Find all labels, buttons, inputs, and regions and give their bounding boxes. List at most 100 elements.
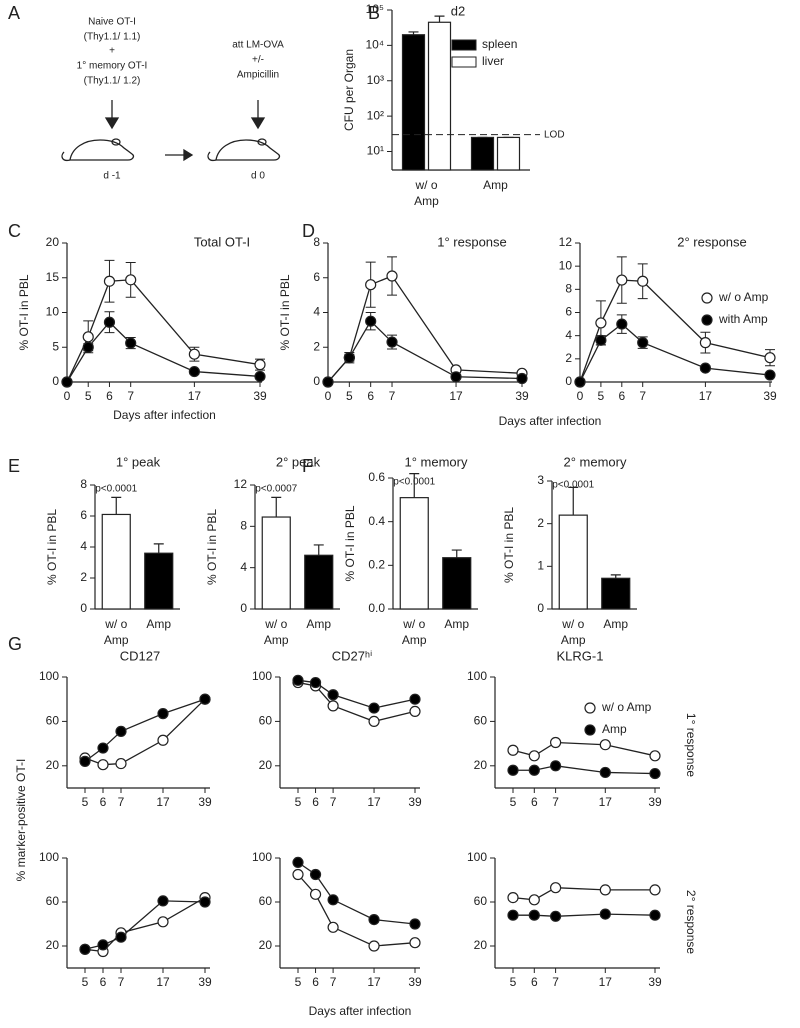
x-tick-label: 0 [325,389,332,403]
x-tick-label: 7 [118,795,125,809]
line [66,321,261,383]
legend-marker [584,724,596,736]
point [649,884,661,896]
x-tick-label: 39 [648,795,662,809]
y-tick-label: 6 [313,270,320,284]
y-tick-label: 10⁴ [365,38,384,52]
chart-title: KLRG-1 [557,648,604,663]
point [450,371,462,383]
diagram-text: Ampicillin [237,70,279,81]
point [368,913,380,926]
chart-title: CD127 [120,648,160,663]
lod-label: LOD [544,129,565,140]
point [79,755,91,767]
x-tick-label: 17 [188,389,202,403]
x-tick-label: 39 [515,389,529,403]
diagram-text: (Thy1.1/ 1.1) [84,32,141,43]
x-tick-label: 5 [346,389,353,403]
line [327,275,523,383]
x-tick-label: 7 [552,795,559,809]
point [507,891,519,904]
x-tick-label: 5 [295,975,302,989]
point [528,750,540,762]
legend-marker [701,292,713,304]
point [82,331,94,343]
y-tick-label: 100 [39,850,59,864]
bar [401,34,426,171]
y-tick-label: 2 [313,339,320,353]
x-tick-label: w/ o [414,178,437,192]
point [616,318,628,330]
x-tick-label: Amp [414,194,439,208]
chart-title: 2° peak [276,454,321,469]
point [516,372,528,385]
point [616,274,628,286]
y-tick-label: 100 [252,850,272,864]
error-bar [313,544,324,556]
point [574,376,586,388]
chart-title: 2° memory [564,454,627,469]
bar [399,497,429,610]
y-tick-label: 8 [313,235,320,249]
line [66,279,261,383]
chart-title: Total OT-I [194,234,250,249]
y-tick-label: 3 [537,473,544,487]
diagram-text: Naive OT-I [88,17,136,28]
arrow-head [183,148,194,162]
mouse [215,139,281,161]
x-tick-label: 39 [253,389,267,403]
point [327,700,339,712]
y-tick-label: 4 [240,560,247,574]
chart-title: 1° response [437,234,507,249]
diagram [61,100,281,162]
y-tick-label: 2 [80,570,87,584]
error-bar [610,574,621,579]
row-label: 1° response [684,713,698,777]
line [297,874,416,947]
row-label: 2° response [684,890,698,954]
y-tick-label: 0 [565,374,572,388]
y-tick-label: 20 [46,938,60,952]
y-axis-label: CFU per Organ [342,49,356,131]
x-tick-label: 17 [599,795,613,809]
point [386,270,398,282]
point [507,744,519,756]
y-axis-label: % OT-I in PBL [343,505,357,581]
line [579,323,771,383]
line [84,698,206,766]
bar [261,516,291,610]
diagram-text: d 0 [251,171,265,182]
error-bar [451,549,462,558]
point [409,693,421,705]
point [649,750,661,762]
bar [496,136,521,171]
x-tick-label: 7 [330,795,337,809]
point [61,376,73,388]
y-axis-label: % OT-I in PBL [205,509,219,585]
point [507,909,519,921]
x-tick-label: 5 [295,795,302,809]
error-bar [111,496,122,515]
panel-letter: G [8,634,22,654]
mouse [69,139,135,161]
y-tick-label: 0.6 [368,470,385,484]
diagram-text: + [109,46,115,57]
panel-letter: A [8,3,20,23]
point [368,940,380,952]
y-tick-label: 0 [52,374,59,388]
y-tick-label: 20 [46,235,60,249]
y-tick-label: 5 [52,339,59,353]
error-bar [568,486,579,516]
point [292,674,304,686]
y-tick-label: 8 [240,519,247,533]
point [125,337,137,349]
point [157,734,169,746]
legend-label: Amp [602,722,627,736]
x-tick-label: 7 [330,975,337,989]
annotation: p<0.0001 [552,480,594,491]
y-tick-label: 6 [565,305,572,319]
x-tick-label: 17 [156,975,170,989]
point [368,715,380,728]
y-tick-label: 100 [467,850,487,864]
x-tick-label: 39 [198,975,212,989]
